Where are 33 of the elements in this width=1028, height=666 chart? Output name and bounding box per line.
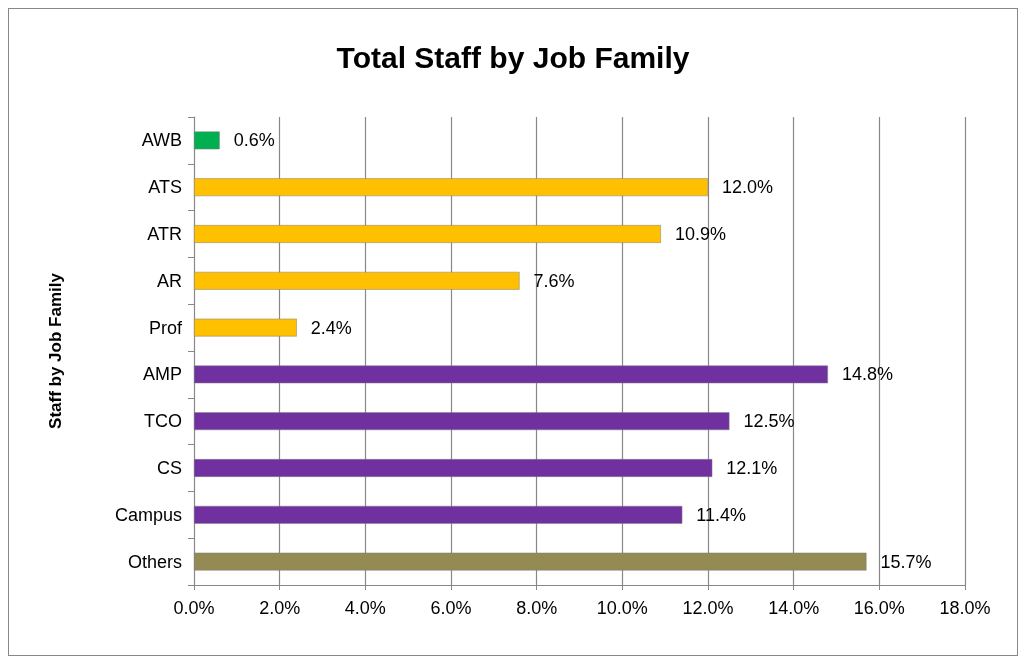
data-label: 12.0% <box>722 177 774 198</box>
data-label: 2.4% <box>310 317 352 338</box>
x-tick-label: 10.0% <box>596 598 648 618</box>
y-tick-label: AWB <box>141 130 182 151</box>
data-label: 10.9% <box>674 224 726 244</box>
x-tick-label: 18.0% <box>939 598 991 618</box>
data-label: 12.1% <box>726 458 778 478</box>
y-tick-label: TCO <box>144 411 182 432</box>
x-tick-label: 2.0% <box>259 598 301 618</box>
y-tick-label: Campus <box>114 504 182 525</box>
y-tick-label: AR <box>156 270 182 291</box>
data-label: 7.6% <box>533 270 575 291</box>
y-axis-title: Staff by Job Family <box>46 272 65 429</box>
y-tick-label: Prof <box>148 317 183 338</box>
y-tick-label: CS <box>156 458 182 478</box>
x-tick-label: 6.0% <box>430 598 472 618</box>
bar <box>194 131 220 150</box>
data-label: 0.6% <box>233 130 275 151</box>
data-label: 14.8% <box>841 364 893 385</box>
y-tick-label: Others <box>127 551 182 572</box>
x-tick-label: 0.0% <box>173 598 215 618</box>
chart-title: Total Staff by Job Family <box>336 40 690 74</box>
y-tick-label: ATS <box>148 177 182 198</box>
data-label: 15.7% <box>880 551 932 572</box>
y-tick-label: ATR <box>147 224 182 244</box>
x-tick-label: 16.0% <box>853 598 905 618</box>
x-tick-label: 12.0% <box>682 598 734 618</box>
x-tick-label: 8.0% <box>516 598 558 618</box>
y-tick-label: AMP <box>142 364 182 385</box>
x-tick-label: 4.0% <box>344 598 386 618</box>
data-label: 12.5% <box>743 411 795 432</box>
data-label: 11.4% <box>696 504 746 525</box>
x-tick-label: 14.0% <box>768 598 820 618</box>
